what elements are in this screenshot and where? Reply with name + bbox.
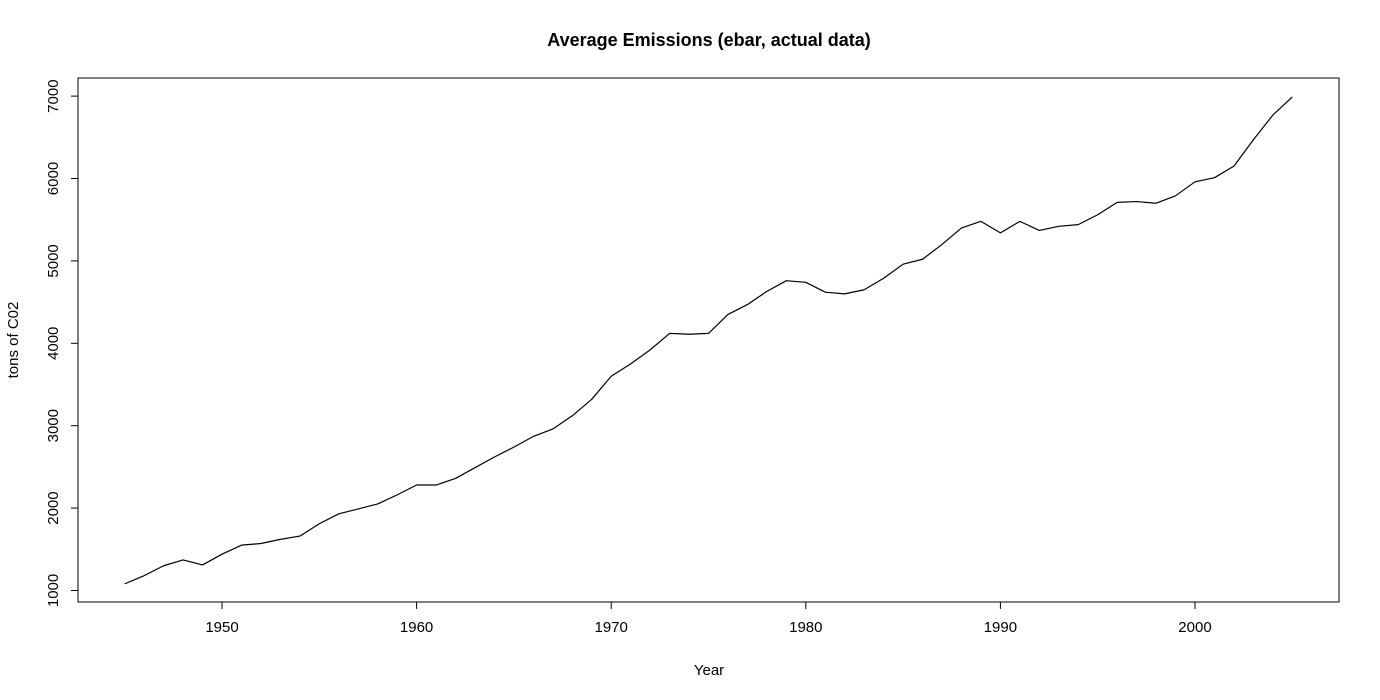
x-tick-label: 1990 <box>984 619 1017 636</box>
x-tick-label: 1980 <box>789 619 822 636</box>
y-tick-label: 4000 <box>45 327 62 360</box>
y-axis-label: tons of C02 <box>5 302 22 379</box>
axes: 1950 1960 1970 1980 1990 2000 1000 2000 3000 4000… <box>45 79 1212 636</box>
chart-title: Average Emissions (ebar, actual data) <box>547 30 870 50</box>
x-tick-label: 1950 <box>205 619 238 636</box>
y-tick-label: 5000 <box>45 244 62 277</box>
series-line <box>124 96 1293 585</box>
x-tick-label: 2000 <box>1178 619 1211 636</box>
y-tick-label: 3000 <box>45 409 62 442</box>
series-layer <box>124 96 1293 585</box>
plot-frame <box>77 77 1340 603</box>
x-tick-label: 1960 <box>400 619 433 636</box>
x-axis-label: Year <box>694 662 724 679</box>
y-tick-label: 1000 <box>45 574 62 607</box>
y-tick-label: 6000 <box>45 162 62 195</box>
x-tick-label: 1970 <box>595 619 628 636</box>
y-tick-label: 2000 <box>45 491 62 524</box>
y-tick-label: 7000 <box>45 79 62 112</box>
